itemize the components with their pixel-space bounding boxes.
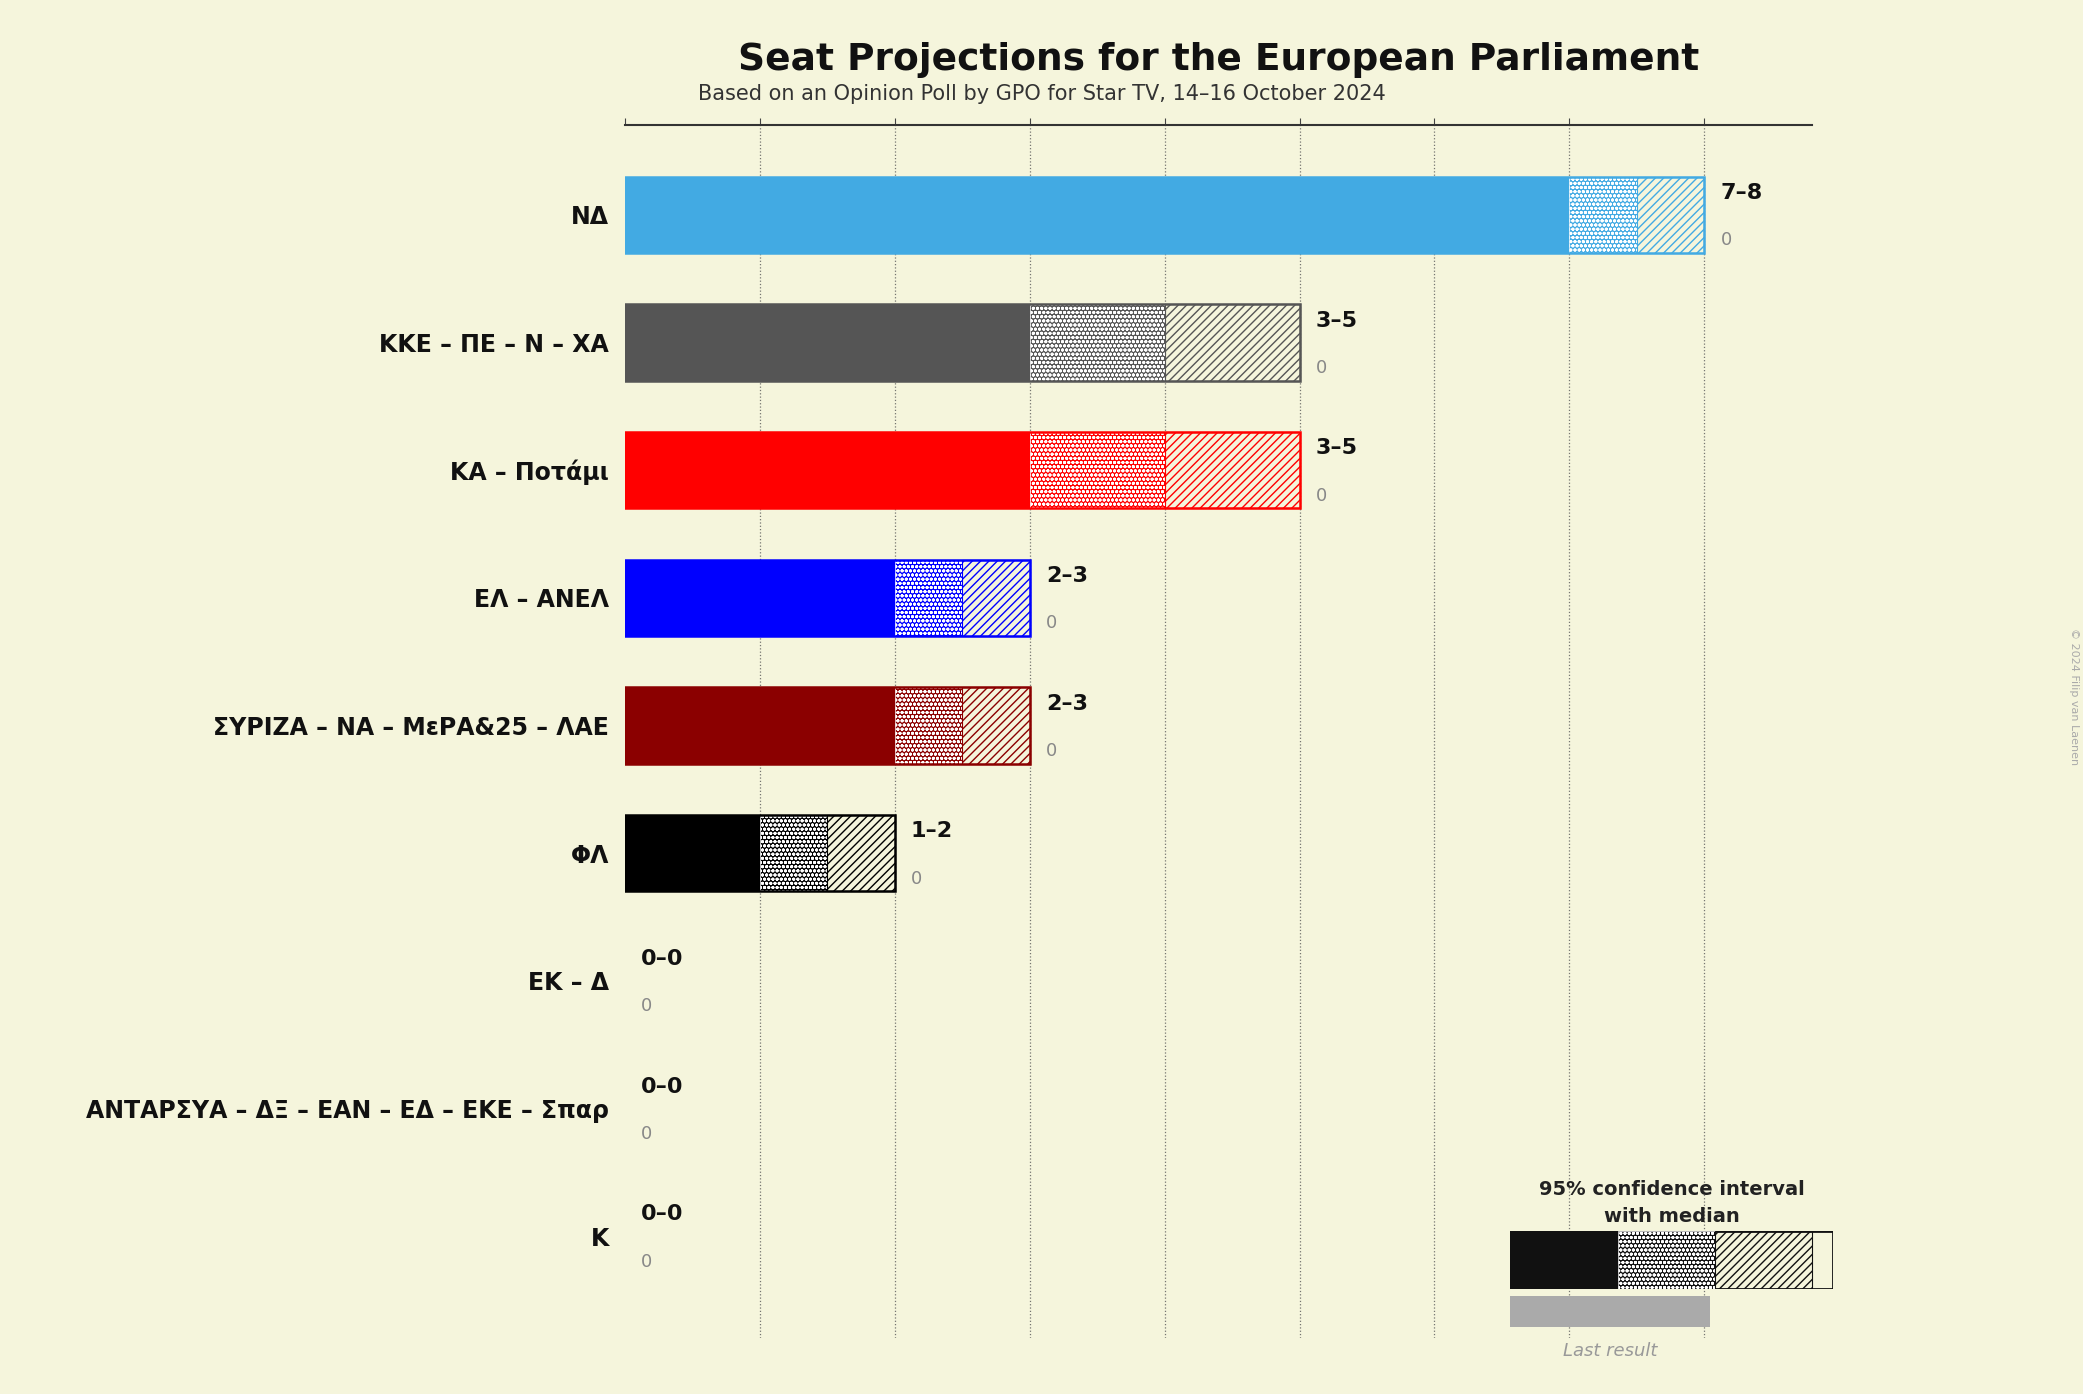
Bar bbox=[1618, 1231, 1714, 1289]
Bar bbox=[962, 687, 1029, 764]
Bar bbox=[625, 815, 896, 891]
Bar bbox=[1029, 304, 1164, 381]
Bar bbox=[625, 304, 1300, 381]
Text: 0–0: 0–0 bbox=[642, 1076, 683, 1097]
Bar bbox=[625, 559, 896, 636]
Bar bbox=[962, 559, 1029, 636]
Text: 3–5: 3–5 bbox=[1316, 311, 1358, 330]
Text: with median: with median bbox=[1604, 1207, 1739, 1227]
Text: 0: 0 bbox=[642, 1125, 652, 1143]
Bar bbox=[625, 687, 896, 764]
Bar bbox=[896, 687, 962, 764]
Bar bbox=[896, 559, 962, 636]
Bar bbox=[625, 687, 1029, 764]
Bar bbox=[1568, 177, 1637, 254]
Bar bbox=[625, 304, 1029, 381]
Bar bbox=[1164, 304, 1300, 381]
Text: 3–5: 3–5 bbox=[1316, 439, 1358, 459]
Bar bbox=[1029, 432, 1164, 509]
Text: 1–2: 1–2 bbox=[910, 821, 954, 842]
Text: 0: 0 bbox=[1046, 615, 1056, 633]
Text: 95% confidence interval: 95% confidence interval bbox=[1539, 1179, 1804, 1199]
Text: 2–3: 2–3 bbox=[1046, 566, 1087, 585]
Text: 2–3: 2–3 bbox=[1046, 694, 1087, 714]
Text: 0–0: 0–0 bbox=[642, 1204, 683, 1224]
Text: 0: 0 bbox=[1721, 231, 1731, 250]
Bar bbox=[760, 815, 827, 891]
Bar bbox=[896, 559, 962, 636]
Text: Last result: Last result bbox=[1562, 1342, 1658, 1359]
Text: 0: 0 bbox=[1316, 487, 1327, 505]
Text: 0: 0 bbox=[910, 870, 923, 888]
Bar bbox=[1164, 432, 1300, 509]
Text: Based on an Opinion Poll by GPO for Star TV, 14–16 October 2024: Based on an Opinion Poll by GPO for Star… bbox=[698, 85, 1385, 105]
Bar bbox=[625, 432, 1300, 509]
Bar bbox=[896, 687, 962, 764]
Bar bbox=[1637, 177, 1704, 254]
Bar bbox=[625, 177, 1704, 254]
Bar bbox=[1618, 1231, 1714, 1289]
Text: 0: 0 bbox=[1316, 360, 1327, 376]
Bar bbox=[1510, 1231, 1618, 1289]
Text: 7–8: 7–8 bbox=[1721, 183, 1762, 204]
Bar bbox=[1029, 304, 1164, 381]
Bar bbox=[625, 432, 1029, 509]
Bar bbox=[625, 815, 760, 891]
Bar bbox=[625, 559, 1029, 636]
Text: 0: 0 bbox=[1046, 742, 1056, 760]
Title: Seat Projections for the European Parliament: Seat Projections for the European Parlia… bbox=[737, 42, 1700, 78]
Bar bbox=[1714, 1231, 1812, 1289]
Text: © 2024 Filip van Laenen: © 2024 Filip van Laenen bbox=[2068, 629, 2079, 765]
Bar bbox=[760, 815, 827, 891]
Bar bbox=[1568, 177, 1637, 254]
Text: 0: 0 bbox=[642, 1253, 652, 1271]
Text: 0: 0 bbox=[642, 997, 652, 1015]
Bar bbox=[1029, 432, 1164, 509]
Text: 0–0: 0–0 bbox=[642, 949, 683, 969]
Bar bbox=[827, 815, 896, 891]
Bar bbox=[625, 177, 1568, 254]
